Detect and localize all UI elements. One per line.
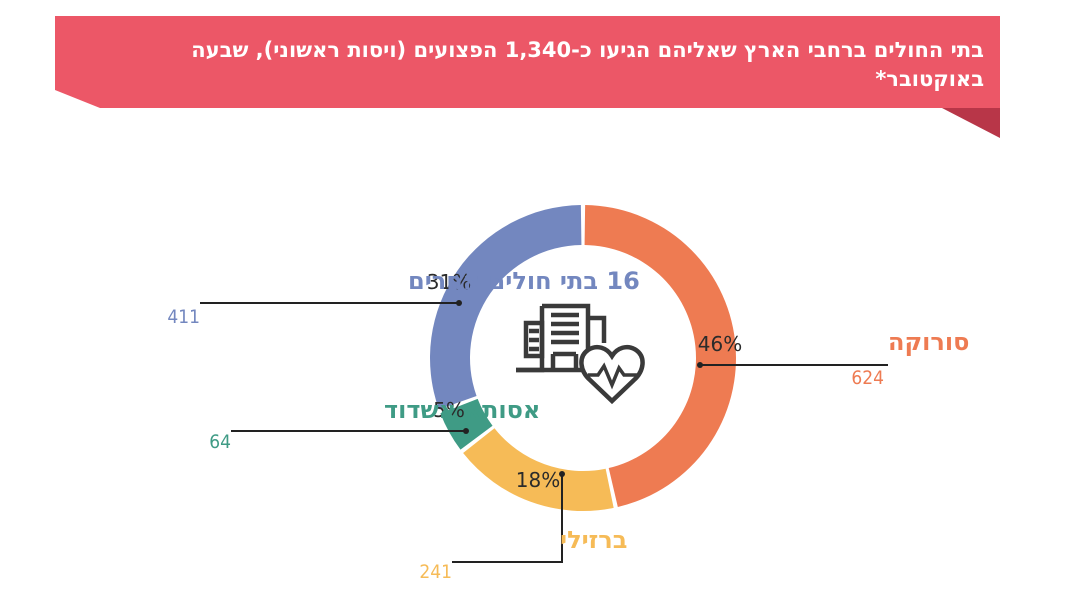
percent-label-barzilai: 18% <box>516 468 560 492</box>
percent-label-others: 31% <box>427 270 471 294</box>
title-banner <box>55 16 1000 108</box>
value-label-others: 411 <box>167 306 200 328</box>
value-label-assuta: 64 <box>209 431 231 453</box>
donut-slices <box>430 205 737 511</box>
slice-assuta <box>440 398 493 450</box>
value-label-barzilai: 241 <box>419 561 452 583</box>
name-label-others: 16 בתי חולים אחרים <box>408 267 640 295</box>
slice-barzilai <box>463 428 614 511</box>
leader-dot-barzilai <box>559 471 565 477</box>
value-label-soroka: 624 <box>851 367 884 389</box>
name-label-assuta: אסותא אשדוד <box>384 396 540 424</box>
slice-others <box>430 205 582 410</box>
hospital-heart-icon <box>516 303 645 405</box>
leader-dot-others <box>456 300 462 306</box>
leader-dot-soroka <box>697 362 703 368</box>
slice-soroka <box>584 205 737 507</box>
leader-dot-assuta <box>463 428 469 434</box>
percent-label-soroka: 46% <box>698 332 742 356</box>
leader-lines <box>200 300 888 563</box>
name-label-soroka: סורוקה <box>888 328 969 356</box>
chart-title: בתי החולים ברחבי הארץ שאליהם הגיעו כ-1,3… <box>191 38 984 91</box>
banner-fold <box>942 108 1000 138</box>
name-label-barzilai: ברזילי <box>560 526 627 554</box>
leader-line-barzilai <box>452 474 563 563</box>
banner-notch <box>55 90 100 108</box>
percent-label-assuta: 5% <box>433 398 465 422</box>
